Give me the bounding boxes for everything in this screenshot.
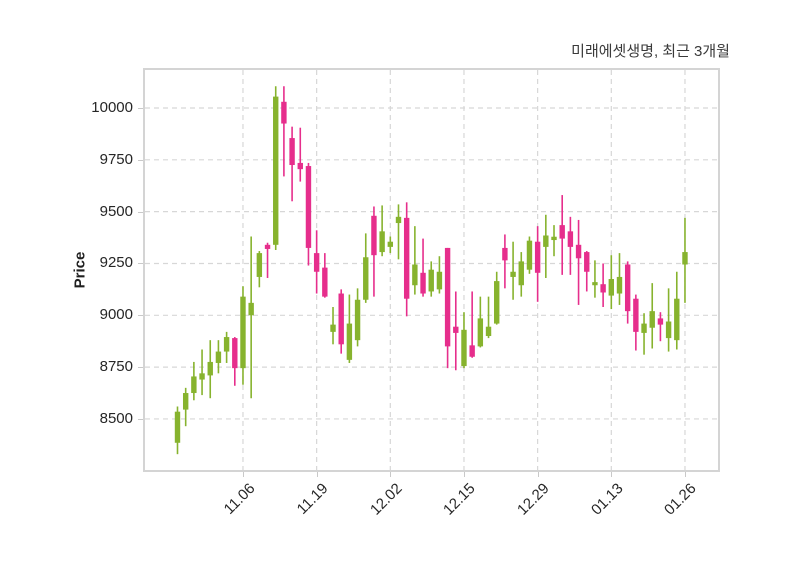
- y-tick-mark: [138, 367, 143, 369]
- x-tick-mark: [242, 472, 244, 477]
- candle-body-up: [379, 231, 385, 253]
- y-tick-label: 8500: [99, 409, 133, 427]
- candle-body-down: [559, 225, 565, 239]
- candle-body-down: [289, 138, 295, 166]
- x-tick-label: 11.19: [293, 480, 332, 518]
- candle-body-up: [330, 324, 336, 332]
- candle-body-down: [322, 267, 328, 297]
- y-tick-label: 8750: [99, 358, 133, 376]
- candle-body-up: [518, 261, 524, 286]
- candle-body-up: [665, 321, 672, 339]
- candlestick-chart: [145, 70, 718, 470]
- candle-body-up: [592, 282, 598, 286]
- candle-body-down: [281, 101, 287, 124]
- candle-body-down: [338, 293, 344, 345]
- candle-body-down: [633, 298, 639, 332]
- candle-body-down: [420, 272, 426, 294]
- candle-body-up: [477, 318, 484, 347]
- x-tick-mark: [611, 472, 613, 477]
- candle-body-down: [469, 345, 475, 357]
- x-tick-label: 11.06: [220, 480, 259, 518]
- candle-body-up: [616, 276, 623, 294]
- candle-body-up: [674, 298, 680, 341]
- candle-body-up: [346, 323, 353, 360]
- candle-body-down: [444, 247, 451, 347]
- candle-body-up: [215, 351, 222, 363]
- candle-body-up: [223, 337, 230, 352]
- chart-title: 미래에셋생명, 최근 3개월: [571, 43, 730, 60]
- candle-body-down: [575, 244, 582, 259]
- candle-body-up: [412, 264, 418, 286]
- y-tick-label: 9250: [99, 254, 133, 272]
- x-tick-label: 12.15: [440, 480, 480, 519]
- x-tick-mark: [316, 472, 318, 477]
- y-tick-mark: [138, 108, 143, 109]
- y-tick-mark: [138, 418, 143, 420]
- x-tick-mark: [684, 472, 686, 477]
- candle-body-down: [313, 253, 320, 272]
- candles: [174, 86, 688, 455]
- x-tick-mark: [390, 472, 392, 477]
- candle-body-up: [363, 257, 369, 300]
- candle-body-up: [207, 361, 213, 376]
- y-tick-label: 9500: [99, 202, 133, 220]
- candle-body-up: [510, 271, 516, 277]
- candle-body-down: [657, 318, 664, 325]
- x-tick-label: 01.26: [661, 480, 701, 519]
- candle-body-down: [600, 284, 606, 293]
- candle-body-up: [543, 235, 549, 247]
- candle-body-down: [624, 264, 631, 312]
- gridlines: [145, 70, 718, 470]
- candle-body-up: [485, 326, 492, 337]
- candle-body-down: [584, 252, 590, 272]
- candle-body-up: [191, 376, 197, 394]
- candle-body-up: [608, 279, 615, 296]
- candle-body-down: [297, 162, 303, 170]
- candle-body-up: [248, 302, 254, 316]
- candle-body-up: [256, 253, 263, 277]
- x-tick-mark: [463, 472, 465, 477]
- candle-body-up: [649, 311, 655, 328]
- candle-body-down: [502, 247, 508, 261]
- candle-body-up: [354, 299, 361, 341]
- candle-body-up: [395, 216, 402, 224]
- y-tick-mark: [138, 211, 143, 213]
- candle-body-up: [240, 296, 246, 369]
- candle-body-up: [494, 281, 500, 324]
- candle-body-up: [387, 241, 394, 247]
- x-tick-label: 01.13: [587, 480, 627, 519]
- candle-body-up: [182, 393, 189, 410]
- candle-body-down: [453, 326, 459, 333]
- candle-body-down: [371, 215, 377, 256]
- candle-body-down: [232, 338, 238, 369]
- candle-body-up: [526, 240, 533, 270]
- candle-body-up: [273, 96, 279, 245]
- candle-body-down: [403, 217, 410, 299]
- y-tick-label: 9000: [99, 306, 133, 324]
- y-tick-label: 9750: [99, 150, 133, 168]
- candle-body-up: [436, 271, 443, 290]
- candle-body-down: [264, 244, 271, 249]
- candle-body-up: [174, 411, 181, 443]
- plot-area: [143, 68, 720, 472]
- x-tick-label: 12.29: [514, 480, 553, 519]
- candle-body-down: [534, 241, 541, 273]
- candle-body-down: [305, 166, 312, 248]
- y-tick-mark: [138, 263, 143, 265]
- candle-body-up: [461, 329, 467, 367]
- candle-body-down: [567, 231, 574, 247]
- candle-body-up: [682, 252, 688, 265]
- candle-body-up: [428, 269, 434, 292]
- y-tick-mark: [138, 315, 143, 317]
- candle-body-up: [199, 373, 205, 380]
- candle-body-up: [551, 236, 557, 241]
- x-tick-mark: [537, 472, 539, 477]
- candle-body-up: [641, 323, 647, 333]
- y-tick-label: 10000: [91, 99, 133, 116]
- x-tick-label: 12.02: [366, 480, 406, 519]
- y-tick-mark: [138, 159, 143, 161]
